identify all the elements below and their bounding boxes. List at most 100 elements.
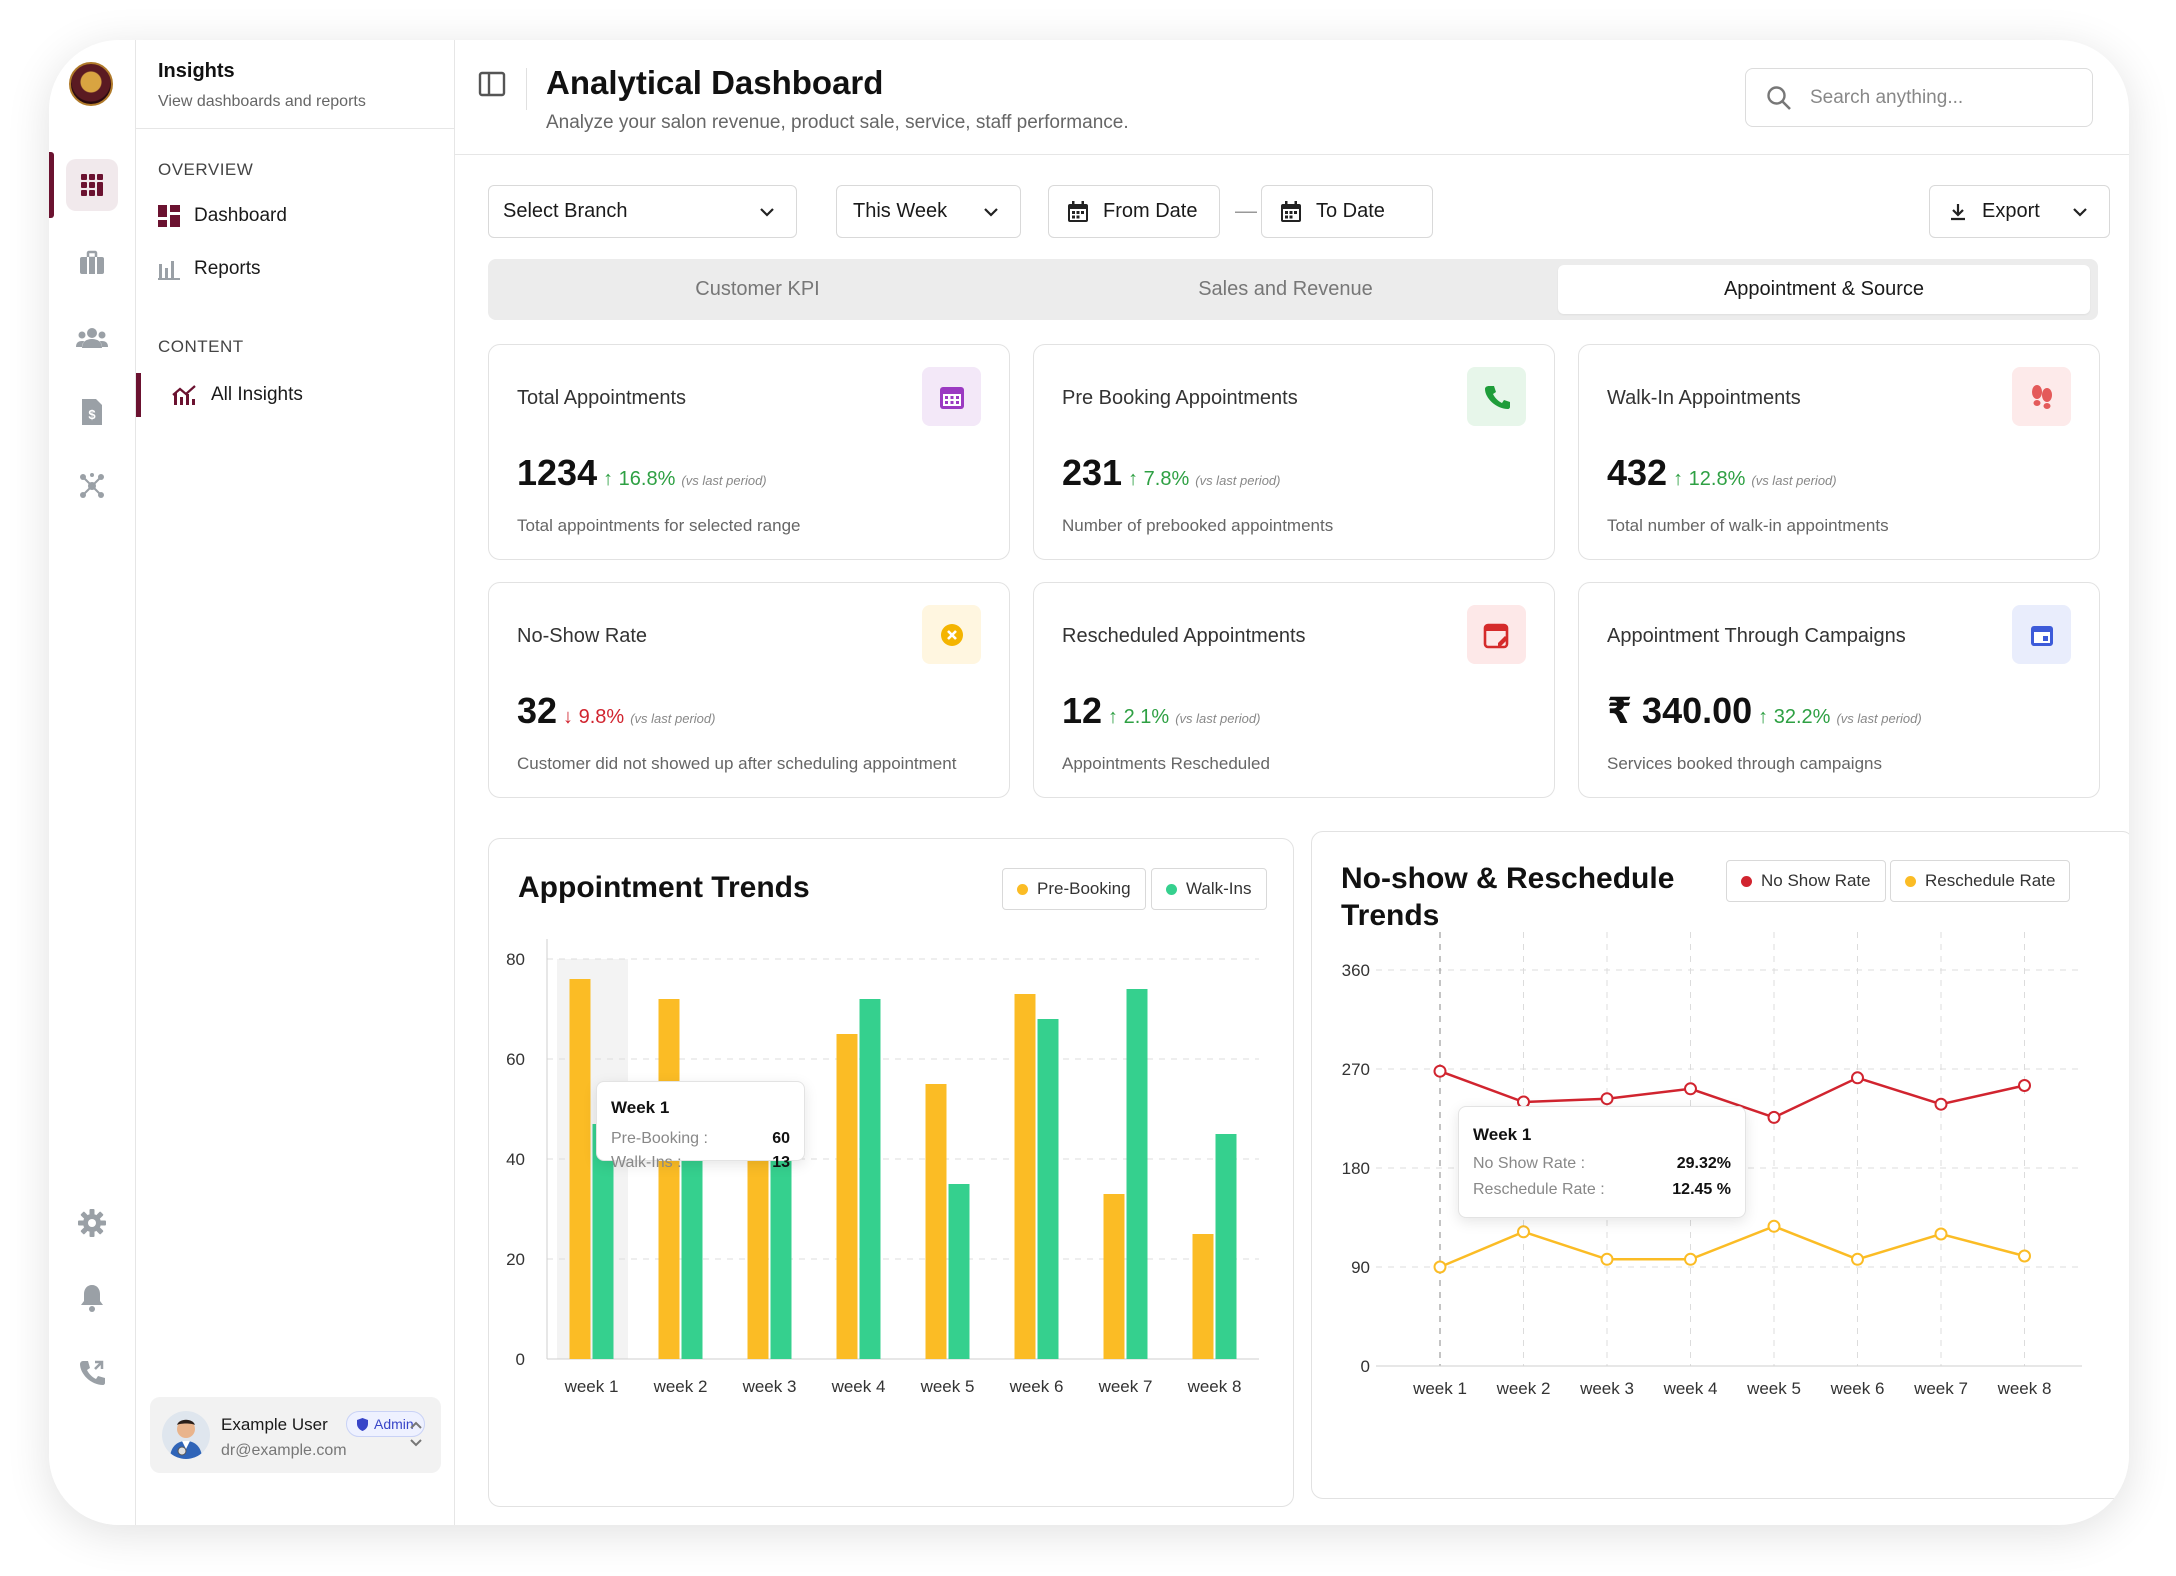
y-tick-label: 360 — [1342, 961, 1370, 980]
bell-icon[interactable] — [66, 1272, 118, 1324]
tooltip-title: Week 1 — [611, 1098, 670, 1117]
point-reschedule-rate-8 — [2018, 1249, 2031, 1263]
download-icon — [1951, 203, 1965, 220]
briefcase-icon[interactable] — [66, 237, 118, 289]
legend-item-no-show-rate[interactable]: No Show Rate — [1726, 860, 1886, 902]
legend-item-pre-booking[interactable]: Pre-Booking — [1002, 868, 1146, 910]
sidebar-header: Insights View dashboards and reports — [136, 40, 454, 129]
kpi-label: Appointment Through Campaigns — [1607, 625, 1906, 647]
x-tick-label: week 3 — [742, 1377, 797, 1396]
dashboard-grid-icon[interactable] — [66, 159, 118, 211]
to-date-picker[interactable]: To Date — [1261, 185, 1433, 238]
export-button[interactable]: Export — [1929, 185, 2110, 238]
kpi-comparison-note: (vs last period) — [681, 473, 767, 488]
legend-swatch — [1017, 883, 1028, 895]
chart-title: Appointment Trends — [518, 871, 810, 904]
point-reschedule-rate-2 — [1517, 1225, 1530, 1239]
kpi-change: ↑ 32.2% — [1758, 706, 1830, 729]
users-icon[interactable] — [66, 312, 118, 364]
bar-walk-ins-8 — [1215, 1134, 1237, 1359]
legend-swatch — [1905, 875, 1916, 887]
tooltip-row-label: Pre-Booking : — [611, 1130, 708, 1147]
kpi-value-row: ₹ 340.00 ↑ 32.2% (vs last period) — [1607, 690, 1922, 732]
chart-tooltip: Week 1 Pre-Booking : 60 Walk-Ins : 13 — [596, 1081, 805, 1171]
x-tick-label: week 8 — [1997, 1379, 2052, 1398]
phone-icon[interactable] — [66, 1347, 118, 1399]
sidebar-item-dashboard[interactable]: Dashboard — [158, 205, 287, 227]
kpi-description: Appointments Rescheduled — [1062, 754, 1270, 773]
kpi-change: ↓ 9.8% — [563, 706, 624, 729]
kpi-card: Pre Booking Appointments 231 ↑ 7.8% (vs las… — [1033, 344, 1555, 560]
expand-collapse-icon[interactable] — [409, 1419, 423, 1451]
kpi-value: 231 — [1062, 452, 1123, 493]
tab-customer-kpi[interactable]: Customer KPI — [695, 278, 820, 300]
appointment-trends-card: Appointment Trends Pre-Booking Walk-Ins … — [488, 838, 1294, 1507]
active-indicator — [136, 373, 141, 417]
network-icon[interactable] — [66, 460, 118, 512]
arrow-up-icon: ↑ — [1128, 468, 1139, 490]
bar-pre-booking-7 — [1103, 1194, 1125, 1359]
legend-label: Pre-Booking — [1037, 879, 1131, 898]
bar-chart-icon — [158, 261, 180, 280]
kpi-card: Rescheduled Appointments 12 ↑ 2.1% (vs last… — [1033, 582, 1555, 798]
y-tick-label: 80 — [506, 950, 525, 969]
to-date-label: To Date — [1316, 200, 1385, 222]
kpi-label: Pre Booking Appointments — [1062, 387, 1298, 409]
kpi-description: Total number of walk-in appointments — [1607, 516, 1889, 535]
from-date-picker[interactable]: From Date — [1048, 185, 1220, 238]
calendar-edit-icon — [1467, 605, 1526, 664]
kpi-value-row: 231 ↑ 7.8% (vs last period) — [1062, 452, 1280, 494]
sidebar-subtitle: View dashboards and reports — [158, 93, 366, 110]
gear-icon[interactable] — [66, 1197, 118, 1249]
invoice-icon[interactable]: $ — [66, 386, 118, 438]
legend-item-reschedule-rate[interactable]: Reschedule Rate — [1890, 860, 2071, 902]
kpi-description: Services booked through campaigns — [1607, 754, 1882, 773]
page-subtitle: Analyze your salon revenue, product sale… — [546, 112, 1129, 133]
kpi-card: Walk-In Appointments 432 ↑ 12.8% (vs last p… — [1578, 344, 2100, 560]
line-reschedule-rate — [1439, 1224, 2025, 1269]
search-icon — [1767, 85, 1791, 110]
section-overview-label: OVERVIEW — [158, 160, 254, 179]
sidebar-toggle-icon[interactable] — [478, 71, 506, 102]
x-tick-label: week 1 — [1412, 1379, 1467, 1398]
tooltip-row-value: 13 — [772, 1154, 790, 1171]
point-reschedule-rate-1 — [1433, 1260, 1447, 1274]
svg-text:$: $ — [88, 407, 96, 422]
branch-select-value: Select Branch — [503, 200, 628, 222]
kpi-value-row: 32 ↓ 9.8% (vs last period) — [517, 690, 715, 732]
branch-select[interactable]: Select Branch — [488, 185, 797, 238]
chart-tooltip: Week 1 No Show Rate : 29.32% Reschedule … — [1458, 1106, 1746, 1218]
sidebar-item-all-insights[interactable]: All Insights — [136, 373, 303, 417]
kpi-card: Total Appointments 1234 ↑ 16.8% (vs last pe… — [488, 344, 1010, 560]
arrow-up-icon: ↑ — [1758, 706, 1769, 728]
line-no-show-rate — [1439, 1070, 2025, 1119]
x-tick-label: week 6 — [1830, 1379, 1885, 1398]
tab-appointment-and-source[interactable]: Appointment & Source — [1558, 265, 2090, 314]
bar-pre-booking-2 — [658, 999, 680, 1359]
kpi-description: Customer did not showed up after schedul… — [517, 754, 957, 773]
user-profile-card[interactable]: Example User Admin dr@example.com — [150, 1397, 441, 1473]
search-input[interactable]: Search anything... — [1745, 68, 2093, 127]
noshow-reschedule-card: No-show & Reschedule Trends No Show Rate… — [1311, 831, 2129, 1499]
point-reschedule-rate-6 — [1851, 1252, 1864, 1266]
role-badge: Admin — [346, 1411, 425, 1437]
kpi-comparison-note: (vs last period) — [1195, 473, 1281, 488]
bar-pre-booking-1 — [569, 979, 591, 1359]
user-name: Example User — [221, 1415, 328, 1434]
period-select[interactable]: This Week — [836, 185, 1021, 238]
tab-sales-and-revenue[interactable]: Sales and Revenue — [1198, 278, 1373, 300]
x-tick-label: week 8 — [1187, 1377, 1242, 1396]
sidebar-item-reports[interactable]: Reports — [158, 258, 261, 280]
y-tick-label: 60 — [506, 1050, 525, 1069]
x-tick-label: week 4 — [831, 1377, 886, 1396]
x-tick-label: week 2 — [1496, 1379, 1551, 1398]
main-content: Analytical Dashboard Analyze your salon … — [455, 40, 2129, 1525]
legend-label: No Show Rate — [1761, 871, 1871, 890]
legend-item-walk-ins[interactable]: Walk-Ins — [1151, 868, 1267, 910]
kpi-value: 12 — [1062, 690, 1103, 731]
point-reschedule-rate-3 — [1600, 1252, 1614, 1266]
kpi-comparison-note: (vs last period) — [630, 711, 716, 726]
role-badge-label: Admin — [374, 1416, 414, 1432]
kpi-label: No-Show Rate — [517, 625, 648, 647]
point-reschedule-rate-5 — [1767, 1219, 1781, 1233]
